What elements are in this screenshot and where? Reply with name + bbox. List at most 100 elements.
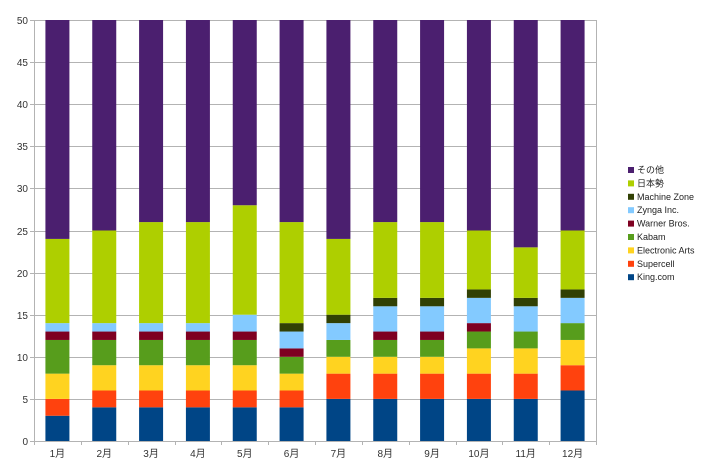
bar-segment xyxy=(513,398,538,441)
y-tick-label: 15 xyxy=(17,311,29,322)
legend-label: Kabam xyxy=(637,232,666,242)
x-tick-label: 6月 xyxy=(284,448,300,460)
y-tick-label: 40 xyxy=(17,100,29,111)
bar-segment xyxy=(326,356,351,374)
bar-segment xyxy=(373,20,398,223)
bar-segment xyxy=(420,398,445,441)
bar-segment xyxy=(139,365,164,391)
bar-segment xyxy=(45,398,70,416)
bar-segment xyxy=(373,297,398,307)
y-tick-label: 30 xyxy=(17,184,29,195)
y-tick-label: 0 xyxy=(22,437,28,448)
bar-segment xyxy=(45,415,70,441)
bar-segment xyxy=(232,339,257,366)
bar-segment xyxy=(513,331,538,349)
bar-segment xyxy=(139,323,164,332)
x-tick-label: 2月 xyxy=(96,448,112,460)
legend-swatch xyxy=(628,234,634,240)
bar-segment xyxy=(326,373,351,399)
bar-segment xyxy=(139,20,164,223)
y-tick-label: 25 xyxy=(17,227,29,238)
bar-segment xyxy=(185,331,210,340)
bar-segment xyxy=(560,339,585,366)
bar-segment xyxy=(373,339,398,357)
bar-segment xyxy=(185,323,210,332)
bar-segment xyxy=(92,230,117,324)
bar-segment xyxy=(420,297,445,307)
axes xyxy=(34,20,597,442)
bar-segment xyxy=(92,339,117,366)
bar-segment xyxy=(232,314,257,332)
legend-swatch xyxy=(628,167,634,173)
y-tick-label: 45 xyxy=(17,58,29,69)
legend-label: Zynga Inc. xyxy=(637,205,679,215)
bar-segment xyxy=(139,390,164,408)
bar-segment xyxy=(185,20,210,223)
legend-label: Machine Zone xyxy=(637,192,694,202)
x-tick-label: 9月 xyxy=(424,448,440,460)
bar-segment xyxy=(279,323,304,332)
legend-swatch xyxy=(628,220,634,227)
bar-segment xyxy=(139,407,164,441)
bar-segment xyxy=(466,348,491,374)
bar-segment xyxy=(185,390,210,408)
bar-segment xyxy=(373,222,398,298)
x-tick-label: 3月 xyxy=(143,448,159,460)
x-tick-label: 10月 xyxy=(468,448,489,460)
bar-segment xyxy=(139,222,164,324)
bar-segment xyxy=(560,20,585,231)
bar-segment xyxy=(232,331,257,340)
bar-segment xyxy=(185,407,210,441)
bar-segment xyxy=(92,365,117,391)
bar-segment xyxy=(513,348,538,374)
bar-segment xyxy=(560,390,585,441)
legend-swatch xyxy=(628,247,634,254)
bar-segment xyxy=(279,373,304,391)
bar-segment xyxy=(466,20,491,231)
bar-segment xyxy=(513,373,538,399)
x-tick-label: 12月 xyxy=(562,448,583,460)
bar-segment xyxy=(92,331,117,340)
legend-label: その他 xyxy=(637,164,664,175)
bar-segment xyxy=(513,306,538,332)
bar-segment xyxy=(326,314,351,324)
bar-segment xyxy=(420,373,445,399)
bar-segment xyxy=(185,365,210,391)
bar-segment xyxy=(45,238,70,324)
bar-segment xyxy=(45,373,70,399)
bar-segment xyxy=(279,356,304,374)
bar-segment xyxy=(560,323,585,340)
bar-segment xyxy=(232,407,257,441)
bar-segment xyxy=(326,398,351,441)
y-tick-label: 50 xyxy=(17,16,29,27)
bar-segment xyxy=(326,339,351,357)
legend-swatch xyxy=(628,260,634,267)
gridlines xyxy=(34,20,596,442)
bar-segment xyxy=(513,247,538,298)
bar-segment xyxy=(45,323,70,332)
y-tick-label: 10 xyxy=(17,353,29,364)
bar-segment xyxy=(466,297,491,324)
bar-segment xyxy=(279,331,304,349)
x-tick-label: 4月 xyxy=(190,448,206,460)
legend-label: Warner Bros. xyxy=(637,219,690,229)
bar-segment xyxy=(373,398,398,441)
y-axis-ticks: 0 5 10 15 20 25 30 35 40 45 50 xyxy=(17,16,34,448)
bar-segment xyxy=(92,390,117,408)
x-tick-label: 7月 xyxy=(331,448,347,460)
bar-segment xyxy=(466,230,491,290)
bar-segment xyxy=(560,230,585,290)
bar-segment xyxy=(232,205,257,315)
bar-segment xyxy=(279,222,304,324)
bar-segment xyxy=(560,297,585,324)
x-tick-label: 8月 xyxy=(377,448,393,460)
bar-segment xyxy=(92,407,117,441)
bar-segment xyxy=(513,297,538,307)
bar-segment xyxy=(326,20,351,239)
bar-segment xyxy=(466,331,491,349)
bar-segment xyxy=(373,356,398,374)
bar-segment xyxy=(326,238,351,315)
bar-segment xyxy=(420,306,445,332)
bar-segment xyxy=(420,222,445,298)
